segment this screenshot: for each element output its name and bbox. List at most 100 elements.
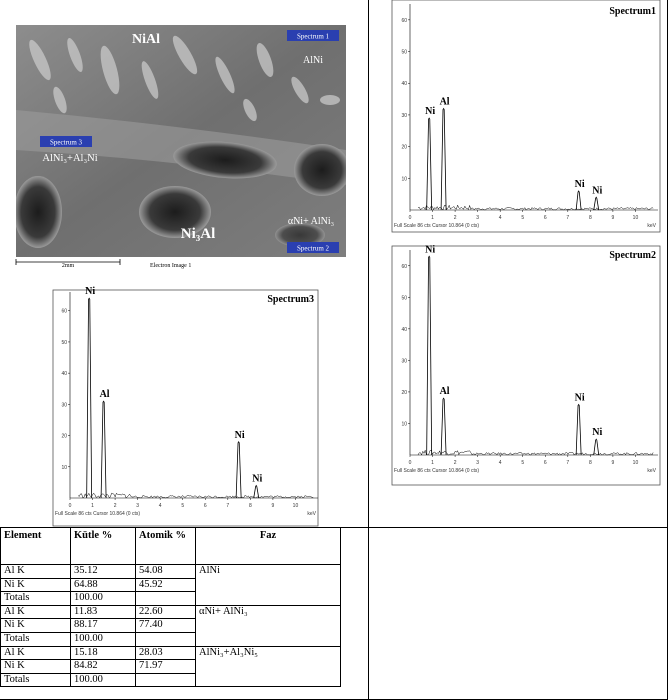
x-tick-label: 3 bbox=[476, 215, 479, 221]
phase-cell: AlNi₃+Al₃Ni₅ bbox=[196, 646, 341, 687]
peak-label: Ni bbox=[425, 244, 435, 255]
table-cell: 64.88 bbox=[71, 578, 136, 592]
column-header: Kütle % bbox=[71, 528, 136, 565]
x-tick-label: 8 bbox=[589, 215, 592, 221]
x-unit: keV bbox=[647, 468, 656, 474]
x-tick-label: 0 bbox=[409, 215, 412, 221]
chart-border bbox=[392, 246, 660, 485]
table-cell: 22.60 bbox=[136, 605, 196, 619]
table-cell: Ni K bbox=[1, 660, 71, 674]
column-header: Atomik % bbox=[136, 528, 196, 565]
y-tick-label: 20 bbox=[61, 434, 67, 440]
x-tick-label: 6 bbox=[204, 503, 207, 509]
table-cell: Totals bbox=[1, 592, 71, 606]
x-tick-label: 1 bbox=[91, 503, 94, 509]
spectrum-tag: Spectrum 1 bbox=[297, 33, 330, 41]
x-tick-label: 10 bbox=[633, 215, 639, 221]
chart-title: Spectrum3 bbox=[267, 294, 314, 305]
phase-label: αNi+ AlNi₃ bbox=[288, 216, 334, 227]
table-cell: Al K bbox=[1, 646, 71, 660]
sem-scale: 2mm Electron Image 1 bbox=[16, 259, 191, 269]
peak-label: Ni bbox=[235, 430, 245, 441]
table-cell: 28.03 bbox=[136, 646, 196, 660]
table-cell: Ni K bbox=[1, 578, 71, 592]
y-tick-label: 40 bbox=[401, 81, 407, 87]
figure-graphics: NiAl Spectrum 1 AlNi Spectrum 3 AlNi₃+Al… bbox=[0, 0, 668, 527]
chart-title: Spectrum2 bbox=[609, 250, 656, 261]
table-cell: 77.40 bbox=[136, 619, 196, 633]
x-unit: keV bbox=[307, 511, 316, 517]
table-cell: 84.82 bbox=[71, 660, 136, 674]
y-tick-label: 30 bbox=[401, 113, 407, 119]
peak-label: Al bbox=[440, 97, 450, 108]
x-tick-label: 5 bbox=[521, 215, 524, 221]
y-tick-label: 10 bbox=[401, 176, 407, 182]
table-cell: 100.00 bbox=[71, 592, 136, 606]
y-tick-label: 50 bbox=[61, 340, 67, 346]
y-tick-label: 50 bbox=[401, 50, 407, 56]
y-tick-label: 40 bbox=[61, 371, 67, 377]
x-tick-label: 7 bbox=[566, 460, 569, 466]
image-caption: Electron Image 1 bbox=[150, 263, 191, 269]
y-tick-label: 60 bbox=[401, 264, 407, 270]
x-tick-label: 6 bbox=[544, 460, 547, 466]
x-tick-label: 3 bbox=[476, 460, 479, 466]
chart-footer: Full Scale 86 cts Cursor 10.864 (0 cts) bbox=[394, 223, 479, 229]
phase-label: NiAl bbox=[132, 32, 160, 47]
peak-label: Ni bbox=[252, 474, 262, 485]
x-tick-label: 4 bbox=[159, 503, 162, 509]
column-header: Element bbox=[1, 528, 71, 565]
x-tick-label: 9 bbox=[612, 460, 615, 466]
table-cell: 100.00 bbox=[71, 632, 136, 646]
x-tick-label: 5 bbox=[521, 460, 524, 466]
table-cell: Al K bbox=[1, 605, 71, 619]
x-tick-label: 4 bbox=[499, 215, 502, 221]
table-cell bbox=[136, 673, 196, 687]
x-tick-label: 0 bbox=[409, 460, 412, 466]
x-tick-label: 7 bbox=[226, 503, 229, 509]
x-tick-label: 7 bbox=[566, 215, 569, 221]
table-cell: 100.00 bbox=[71, 673, 136, 687]
phase-cell: αNi+ AlNi₃ bbox=[196, 605, 341, 646]
chart-title: Spectrum1 bbox=[609, 6, 656, 17]
table-cell: Al K bbox=[1, 565, 71, 579]
phase-label: AlNi bbox=[303, 55, 323, 66]
table-cell: 88.17 bbox=[71, 619, 136, 633]
table-cell: 35.12 bbox=[71, 565, 136, 579]
y-tick-label: 30 bbox=[61, 402, 67, 408]
x-tick-label: 2 bbox=[454, 215, 457, 221]
y-tick-label: 60 bbox=[401, 18, 407, 24]
column-header: Faz bbox=[196, 528, 341, 565]
x-tick-label: 9 bbox=[612, 215, 615, 221]
x-tick-label: 2 bbox=[114, 503, 117, 509]
x-tick-label: 5 bbox=[181, 503, 184, 509]
phase-cell: AlNi bbox=[196, 565, 341, 606]
table-cell: 11.83 bbox=[71, 605, 136, 619]
peak-label: Ni bbox=[592, 185, 602, 196]
x-tick-label: 10 bbox=[633, 460, 639, 466]
peak-label: Ni bbox=[85, 286, 95, 297]
x-tick-label: 2 bbox=[454, 460, 457, 466]
table-cell: 45.92 bbox=[136, 578, 196, 592]
chart-border bbox=[53, 290, 318, 526]
x-tick-label: 3 bbox=[136, 503, 139, 509]
page: { "sem_image": { "labels": ["NiAl", "Spe… bbox=[0, 0, 668, 700]
table-cell: 54.08 bbox=[136, 565, 196, 579]
x-unit: keV bbox=[647, 223, 656, 229]
y-tick-label: 40 bbox=[401, 327, 407, 333]
y-tick-label: 20 bbox=[401, 390, 407, 396]
table-cell: Totals bbox=[1, 673, 71, 687]
x-tick-label: 10 bbox=[293, 503, 299, 509]
phase-label: Ni₃Al bbox=[181, 226, 216, 242]
x-tick-label: 1 bbox=[431, 215, 434, 221]
y-tick-label: 60 bbox=[61, 309, 67, 315]
chart-footer: Full Scale 86 cts Cursor 10.864 (0 cts) bbox=[394, 468, 479, 474]
x-tick-label: 1 bbox=[431, 460, 434, 466]
y-tick-label: 50 bbox=[401, 295, 407, 301]
spectrum-tag: Spectrum 2 bbox=[297, 245, 330, 253]
